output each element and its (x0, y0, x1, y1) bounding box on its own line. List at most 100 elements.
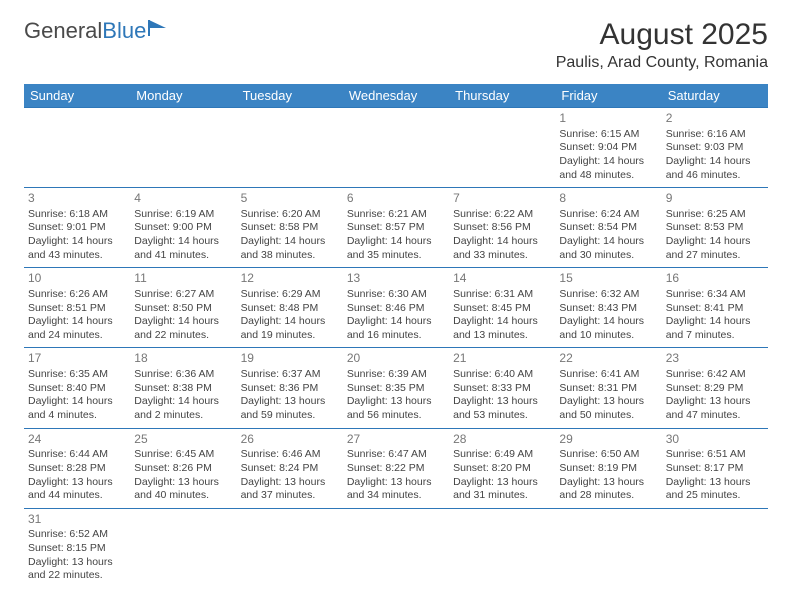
calendar-day-cell: 12Sunrise: 6:29 AMSunset: 8:48 PMDayligh… (237, 268, 343, 348)
calendar-empty-cell (130, 508, 236, 588)
calendar-day-cell: 24Sunrise: 6:44 AMSunset: 8:28 PMDayligh… (24, 428, 130, 508)
daylight-line: Daylight: 14 hours and 19 minutes. (241, 315, 339, 342)
sunset-line: Sunset: 8:40 PM (28, 382, 126, 396)
daylight-line: Daylight: 14 hours and 10 minutes. (559, 315, 657, 342)
logo: GeneralBlue (24, 18, 172, 44)
sunset-line: Sunset: 8:45 PM (453, 302, 551, 316)
sunset-line: Sunset: 8:24 PM (241, 462, 339, 476)
daylight-line: Daylight: 14 hours and 43 minutes. (28, 235, 126, 262)
daylight-line: Daylight: 14 hours and 22 minutes. (134, 315, 232, 342)
calendar-day-cell: 30Sunrise: 6:51 AMSunset: 8:17 PMDayligh… (662, 428, 768, 508)
day-number: 2 (666, 111, 764, 127)
day-number: 5 (241, 191, 339, 207)
sunrise-line: Sunrise: 6:27 AM (134, 288, 232, 302)
daylight-line: Daylight: 13 hours and 53 minutes. (453, 395, 551, 422)
sunset-line: Sunset: 8:56 PM (453, 221, 551, 235)
calendar-empty-cell (343, 508, 449, 588)
logo-text-1: General (24, 18, 102, 44)
calendar-empty-cell (662, 508, 768, 588)
calendar-day-cell: 15Sunrise: 6:32 AMSunset: 8:43 PMDayligh… (555, 268, 661, 348)
day-number: 23 (666, 351, 764, 367)
calendar-day-cell: 11Sunrise: 6:27 AMSunset: 8:50 PMDayligh… (130, 268, 236, 348)
title-block: August 2025 Paulis, Arad County, Romania (556, 18, 768, 72)
sunset-line: Sunset: 9:00 PM (134, 221, 232, 235)
calendar-empty-cell (24, 108, 130, 188)
daylight-line: Daylight: 13 hours and 31 minutes. (453, 476, 551, 503)
sunset-line: Sunset: 8:48 PM (241, 302, 339, 316)
calendar-day-cell: 20Sunrise: 6:39 AMSunset: 8:35 PMDayligh… (343, 348, 449, 428)
sunset-line: Sunset: 8:15 PM (28, 542, 126, 556)
calendar-day-cell: 26Sunrise: 6:46 AMSunset: 8:24 PMDayligh… (237, 428, 343, 508)
day-number: 16 (666, 271, 764, 287)
day-number: 17 (28, 351, 126, 367)
day-number: 6 (347, 191, 445, 207)
sunset-line: Sunset: 8:28 PM (28, 462, 126, 476)
sunrise-line: Sunrise: 6:15 AM (559, 128, 657, 142)
sunrise-line: Sunrise: 6:30 AM (347, 288, 445, 302)
daylight-line: Daylight: 13 hours and 37 minutes. (241, 476, 339, 503)
calendar-day-cell: 5Sunrise: 6:20 AMSunset: 8:58 PMDaylight… (237, 188, 343, 268)
calendar-day-cell: 28Sunrise: 6:49 AMSunset: 8:20 PMDayligh… (449, 428, 555, 508)
calendar-day-cell: 8Sunrise: 6:24 AMSunset: 8:54 PMDaylight… (555, 188, 661, 268)
sunrise-line: Sunrise: 6:31 AM (453, 288, 551, 302)
calendar-empty-cell (237, 108, 343, 188)
daylight-line: Daylight: 14 hours and 13 minutes. (453, 315, 551, 342)
day-header-row: SundayMondayTuesdayWednesdayThursdayFrid… (24, 84, 768, 108)
day-number: 14 (453, 271, 551, 287)
day-number: 7 (453, 191, 551, 207)
day-number: 9 (666, 191, 764, 207)
calendar-day-cell: 13Sunrise: 6:30 AMSunset: 8:46 PMDayligh… (343, 268, 449, 348)
sunrise-line: Sunrise: 6:16 AM (666, 128, 764, 142)
daylight-line: Daylight: 14 hours and 38 minutes. (241, 235, 339, 262)
calendar-day-cell: 29Sunrise: 6:50 AMSunset: 8:19 PMDayligh… (555, 428, 661, 508)
sunset-line: Sunset: 8:43 PM (559, 302, 657, 316)
day-number: 29 (559, 432, 657, 448)
calendar-week-row: 1Sunrise: 6:15 AMSunset: 9:04 PMDaylight… (24, 108, 768, 188)
month-title: August 2025 (556, 18, 768, 52)
day-number: 31 (28, 512, 126, 528)
calendar-head: SundayMondayTuesdayWednesdayThursdayFrid… (24, 84, 768, 108)
day-header: Wednesday (343, 84, 449, 108)
sunset-line: Sunset: 8:51 PM (28, 302, 126, 316)
day-number: 12 (241, 271, 339, 287)
sunset-line: Sunset: 8:50 PM (134, 302, 232, 316)
sunset-line: Sunset: 9:04 PM (559, 141, 657, 155)
sunset-line: Sunset: 8:58 PM (241, 221, 339, 235)
sunrise-line: Sunrise: 6:18 AM (28, 208, 126, 222)
day-number: 25 (134, 432, 232, 448)
sunset-line: Sunset: 9:03 PM (666, 141, 764, 155)
daylight-line: Daylight: 14 hours and 35 minutes. (347, 235, 445, 262)
daylight-line: Daylight: 14 hours and 48 minutes. (559, 155, 657, 182)
location: Paulis, Arad County, Romania (556, 54, 768, 72)
calendar-empty-cell (449, 508, 555, 588)
calendar-day-cell: 2Sunrise: 6:16 AMSunset: 9:03 PMDaylight… (662, 108, 768, 188)
daylight-line: Daylight: 13 hours and 34 minutes. (347, 476, 445, 503)
daylight-line: Daylight: 14 hours and 30 minutes. (559, 235, 657, 262)
calendar-day-cell: 17Sunrise: 6:35 AMSunset: 8:40 PMDayligh… (24, 348, 130, 428)
daylight-line: Daylight: 14 hours and 41 minutes. (134, 235, 232, 262)
day-header: Thursday (449, 84, 555, 108)
calendar-table: SundayMondayTuesdayWednesdayThursdayFrid… (24, 84, 768, 588)
calendar-week-row: 17Sunrise: 6:35 AMSunset: 8:40 PMDayligh… (24, 348, 768, 428)
calendar-day-cell: 7Sunrise: 6:22 AMSunset: 8:56 PMDaylight… (449, 188, 555, 268)
calendar-day-cell: 18Sunrise: 6:36 AMSunset: 8:38 PMDayligh… (130, 348, 236, 428)
calendar-week-row: 10Sunrise: 6:26 AMSunset: 8:51 PMDayligh… (24, 268, 768, 348)
day-number: 19 (241, 351, 339, 367)
daylight-line: Daylight: 13 hours and 28 minutes. (559, 476, 657, 503)
daylight-line: Daylight: 14 hours and 16 minutes. (347, 315, 445, 342)
daylight-line: Daylight: 13 hours and 47 minutes. (666, 395, 764, 422)
day-number: 27 (347, 432, 445, 448)
daylight-line: Daylight: 13 hours and 50 minutes. (559, 395, 657, 422)
calendar-day-cell: 16Sunrise: 6:34 AMSunset: 8:41 PMDayligh… (662, 268, 768, 348)
daylight-line: Daylight: 13 hours and 59 minutes. (241, 395, 339, 422)
calendar-day-cell: 25Sunrise: 6:45 AMSunset: 8:26 PMDayligh… (130, 428, 236, 508)
sunset-line: Sunset: 8:20 PM (453, 462, 551, 476)
sunset-line: Sunset: 8:17 PM (666, 462, 764, 476)
sunset-line: Sunset: 8:53 PM (666, 221, 764, 235)
sunrise-line: Sunrise: 6:47 AM (347, 448, 445, 462)
daylight-line: Daylight: 13 hours and 40 minutes. (134, 476, 232, 503)
calendar-day-cell: 4Sunrise: 6:19 AMSunset: 9:00 PMDaylight… (130, 188, 236, 268)
sunrise-line: Sunrise: 6:20 AM (241, 208, 339, 222)
daylight-line: Daylight: 14 hours and 33 minutes. (453, 235, 551, 262)
calendar-day-cell: 6Sunrise: 6:21 AMSunset: 8:57 PMDaylight… (343, 188, 449, 268)
